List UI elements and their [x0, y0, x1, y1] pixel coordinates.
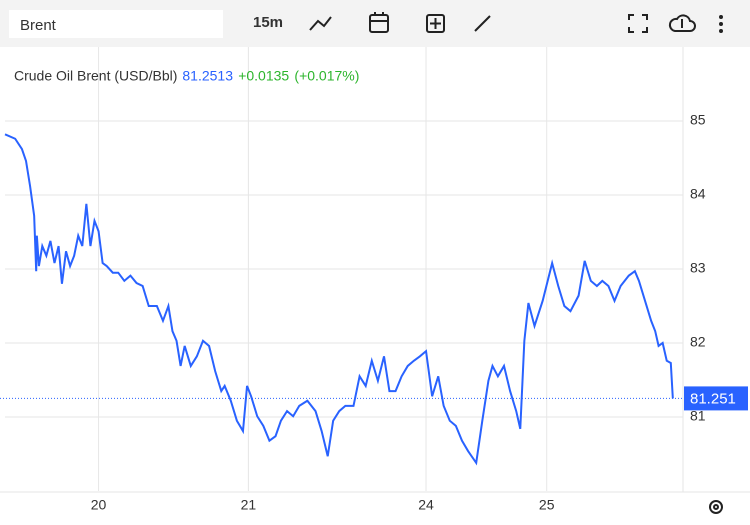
- date-button[interactable]: [369, 12, 389, 33]
- price-line: [4, 133, 674, 466]
- y-tick-label: 81: [690, 408, 706, 424]
- last-price-label: 81.251: [690, 390, 736, 407]
- y-tick-label: 82: [690, 334, 706, 350]
- x-tick-label: 24: [418, 497, 434, 513]
- symbol-search[interactable]: [9, 10, 223, 38]
- interval-button[interactable]: 15m: [253, 14, 283, 31]
- price-change: +0.0135: [238, 68, 289, 84]
- x-tick-label: 25: [539, 497, 555, 513]
- symbol-text: Brent: [20, 17, 57, 34]
- price-change-pct: (+0.017%): [294, 68, 359, 84]
- fullscreen-button[interactable]: [628, 14, 648, 33]
- chart-type-button[interactable]: [309, 16, 332, 31]
- y-tick-label: 84: [690, 186, 706, 202]
- last-price: 81.2513: [182, 68, 233, 84]
- y-tick-label: 83: [690, 260, 706, 276]
- y-tick-label: 85: [690, 112, 706, 128]
- legend-name: Crude Oil Brent (USD/Bbl): [14, 68, 177, 84]
- x-tick-label: 20: [91, 497, 107, 513]
- x-tick-label: 21: [241, 497, 257, 513]
- last-price-tag: [684, 386, 748, 411]
- settings-button[interactable]: [709, 500, 723, 514]
- add-indicator-button[interactable]: [426, 14, 445, 33]
- draw-button[interactable]: [474, 15, 491, 32]
- menu-button[interactable]: [719, 15, 723, 33]
- save-button[interactable]: [668, 14, 696, 32]
